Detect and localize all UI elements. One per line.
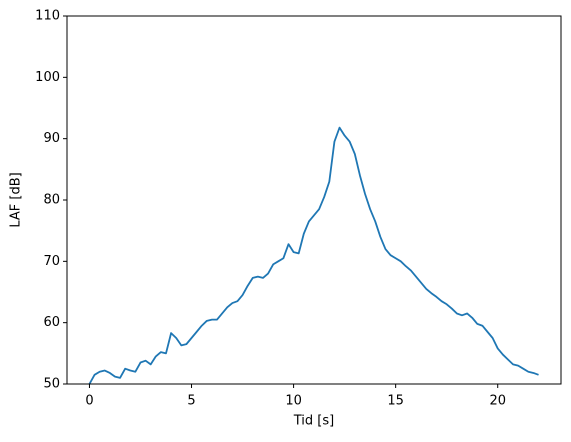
y-tick-label: 90 <box>43 131 60 146</box>
x-tick-label: 15 <box>387 394 404 409</box>
x-tick-label: 0 <box>85 394 93 409</box>
y-tick-label: 100 <box>35 70 60 85</box>
x-axis-label: Tid [s] <box>293 414 334 429</box>
y-tick-label: 70 <box>43 254 60 269</box>
y-tick-label: 60 <box>43 315 60 330</box>
x-tick-label: 10 <box>285 394 302 409</box>
data-line <box>88 126 539 385</box>
x-tick-label: 20 <box>489 394 506 409</box>
y-tick-label: 80 <box>43 193 60 208</box>
plot-frame <box>66 15 562 385</box>
y-axis-label: LAF [dB] <box>9 172 24 227</box>
x-tick-label: 5 <box>187 394 195 409</box>
y-tick-label: 110 <box>35 9 60 24</box>
y-tick-label: 50 <box>43 377 60 392</box>
